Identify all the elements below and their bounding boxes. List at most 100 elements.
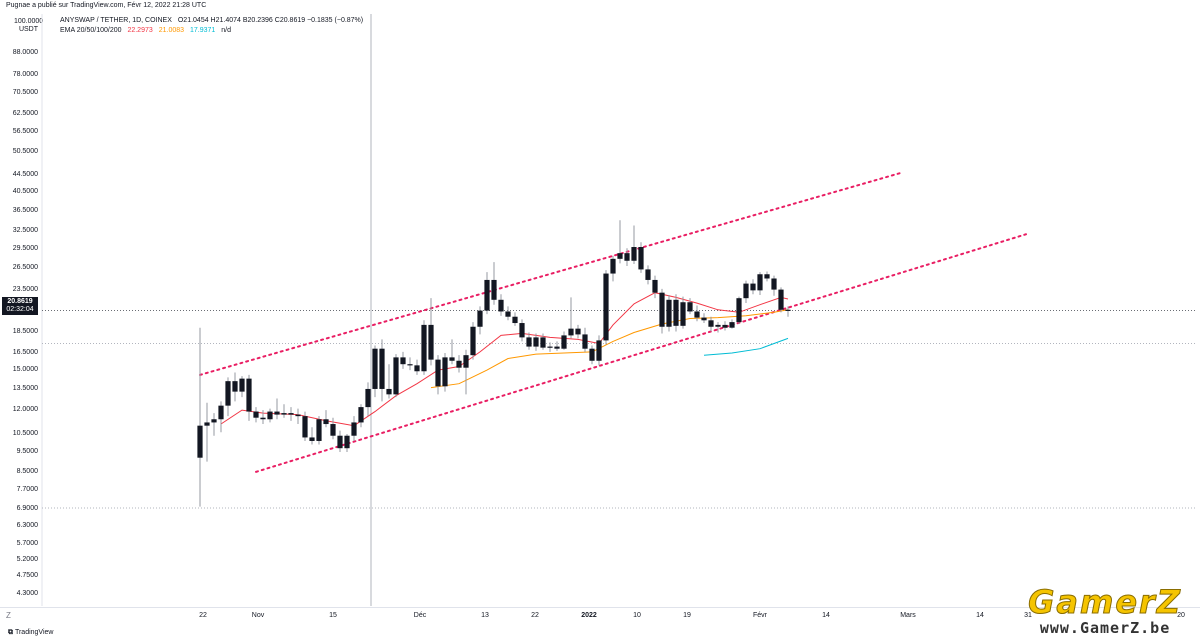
candle-body	[267, 411, 273, 420]
ema20-line	[220, 292, 789, 427]
candle-body	[372, 348, 378, 389]
candle-body	[330, 424, 336, 436]
candle-body	[435, 359, 441, 387]
legend-ema-row[interactable]: EMA 20/50/100/200 22.2973 21.0083 17.937…	[60, 26, 367, 36]
y-tick-label: 36.5000	[12, 206, 38, 214]
x-tick-label: Mars	[900, 612, 916, 619]
y-tick-label: 15.0000	[12, 366, 38, 374]
y-tick-label: 10.5000	[12, 430, 38, 437]
candle-body	[281, 413, 287, 415]
x-tick-label: 13	[481, 612, 489, 619]
y-tick-label: 6.3000	[16, 521, 38, 529]
candle-body	[414, 365, 420, 372]
candle-body	[575, 328, 581, 335]
candle-body	[708, 320, 714, 327]
candle-body	[204, 422, 210, 426]
y-tick-label: 26.5000	[12, 264, 38, 272]
candle-body	[197, 425, 203, 458]
candle-body	[323, 419, 329, 425]
y-tick-label: 4.7500	[16, 572, 38, 580]
candle-body	[491, 279, 497, 300]
tradingview-logo[interactable]: ⧉ TradingView	[8, 629, 53, 637]
candle-body	[498, 299, 504, 312]
x-tick-label: 15	[329, 612, 337, 619]
candle-body	[638, 247, 644, 270]
y-tick-label: 78.0000	[12, 70, 38, 78]
ema100-line	[703, 337, 789, 356]
candle-body	[379, 348, 385, 389]
candle-body	[554, 346, 560, 349]
gamerz-watermark: GamerZ www.GamerZ.be	[1028, 585, 1182, 638]
x-tick-label: 19	[683, 612, 691, 619]
candle-body	[666, 299, 672, 327]
candle-body	[785, 309, 791, 311]
y-tick-label: 12.0000	[12, 406, 38, 414]
candle-body	[617, 253, 623, 259]
candle-body	[344, 435, 350, 449]
y-tick-label: 88.0000	[12, 48, 38, 56]
channel-upper-line	[199, 172, 901, 376]
x-tick-label: 14	[976, 612, 984, 619]
x-tick-label: 31	[1024, 612, 1032, 619]
candle-body	[218, 405, 224, 420]
y-tick-label: 29.5000	[12, 244, 38, 252]
candle-body	[750, 283, 756, 291]
candle-body	[519, 323, 525, 338]
candle-body	[400, 357, 406, 365]
y-tick-label: 44.5000	[12, 171, 38, 179]
candle-body	[351, 422, 357, 436]
candle-body	[729, 322, 735, 328]
ema200-value: n/d	[221, 27, 231, 34]
x-axis[interactable]	[0, 607, 1200, 626]
candle-body	[743, 283, 749, 299]
candle-body	[778, 289, 784, 310]
candle-body	[533, 337, 539, 347]
y-tick-label: 56.5000	[12, 128, 38, 136]
candle-body	[680, 302, 686, 326]
candle-body	[505, 311, 511, 317]
y-tick-label: 40.5000	[12, 188, 38, 196]
candle-body	[239, 378, 245, 392]
candle-body	[645, 269, 651, 280]
candle-body	[540, 337, 546, 348]
candle-body	[428, 324, 434, 360]
candle-body	[722, 324, 728, 328]
symbol-name[interactable]: ANYSWAP / TETHER, 1D, COINEX	[60, 17, 172, 24]
x-tick-label: 2022	[581, 612, 597, 619]
y-axis-unit: 100.0000 USDT	[14, 18, 43, 34]
candle-body	[253, 411, 259, 418]
candle-body	[407, 364, 413, 366]
ema-label[interactable]: EMA 20/50/100/200	[60, 27, 122, 34]
zoom-button[interactable]: Z	[6, 611, 11, 620]
candle-body	[526, 337, 532, 347]
candle-body	[596, 340, 602, 361]
y-tick-label: 62.5000	[12, 110, 38, 118]
bottom-bar: ⧉ TradingView	[0, 626, 1200, 642]
candle-body	[603, 273, 609, 341]
candle-body	[393, 357, 399, 395]
x-tick-label: Nov	[251, 612, 265, 619]
candle-body	[211, 419, 217, 423]
x-tick-label: 20	[1177, 612, 1185, 619]
y-tick-label: 4.3000	[16, 590, 38, 598]
y-tick-label: 18.5000	[12, 328, 38, 336]
y-tick-label: 32.5000	[12, 227, 38, 235]
candle-body	[260, 417, 266, 420]
ema50-value: 21.0083	[158, 27, 185, 34]
candle-body	[386, 388, 392, 395]
candle-body	[561, 335, 567, 349]
current-price-tag: 20.8619 02:32:04	[2, 297, 38, 315]
watermark-url: www.GamerZ.be	[1039, 619, 1171, 637]
candle-body	[456, 360, 462, 368]
candle-body	[484, 279, 490, 311]
candle-body	[337, 435, 343, 449]
x-tick-label: Févr	[753, 612, 767, 619]
legend-symbol-row[interactable]: ANYSWAP / TETHER, 1D, COINEX O21.0454 H2…	[60, 16, 367, 26]
candle-body	[771, 278, 777, 290]
y-tick-label: 13.5000	[12, 384, 38, 392]
candle-body	[477, 310, 483, 327]
candle-body	[365, 388, 371, 408]
y-tick-label: 50.5000	[12, 148, 38, 156]
ema50-line	[430, 309, 789, 389]
